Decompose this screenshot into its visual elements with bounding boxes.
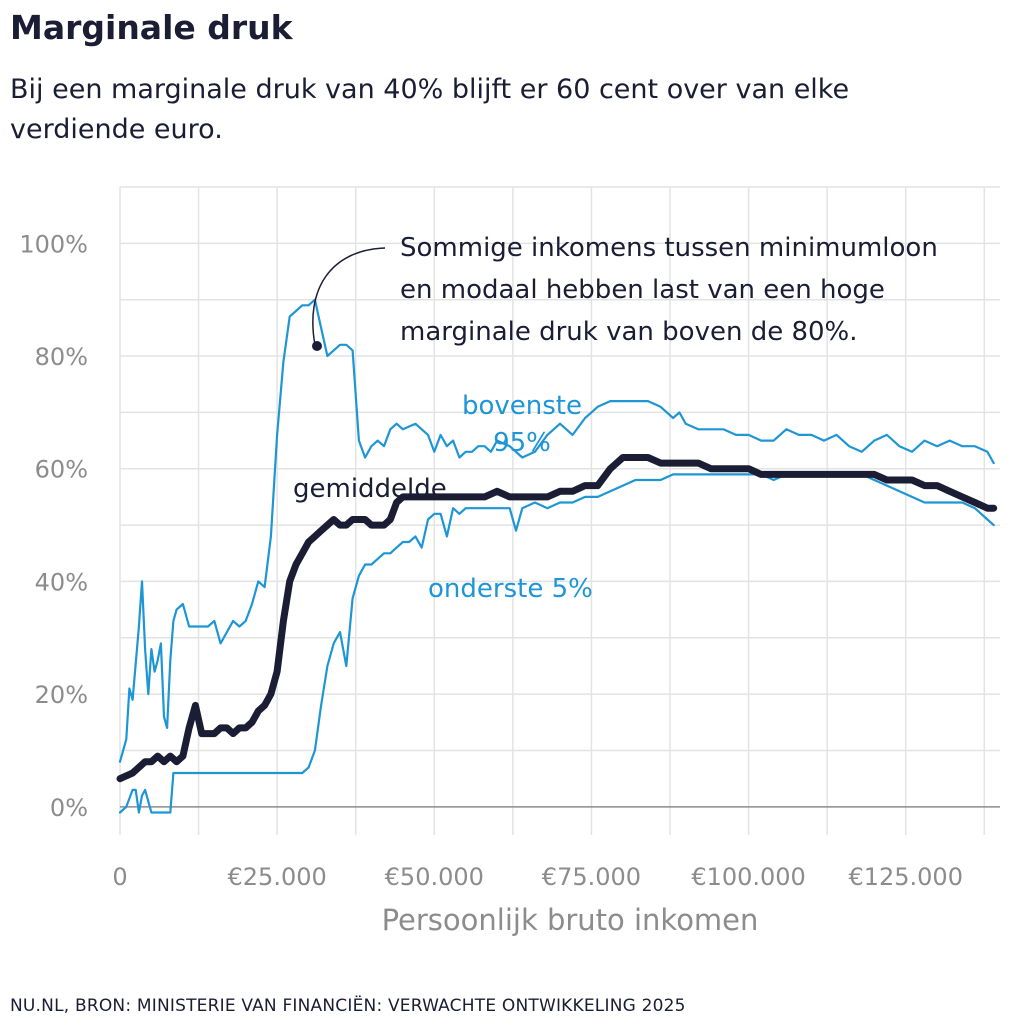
mean-line [116,454,998,783]
gridlines [119,186,1000,835]
upper-95-line [118,298,995,763]
y-tick-label: 20% [35,681,88,709]
y-axis-ticks: 0% 20% 40% 60% 80% 100% [19,230,88,821]
annotation-line-3: marginale druk van boven de 80%. [400,317,858,347]
upper-series-label-line-1: bovenste [462,391,582,421]
annotation-line-2: en modaal hebben last van een hoge [400,275,885,305]
y-tick-label: 60% [35,456,88,484]
lower-series-label: onderste 5% [428,574,593,604]
y-tick-label: 80% [35,343,88,371]
mean-series-label: gemiddelde [293,474,447,504]
y-tick-label: 0% [50,794,88,822]
x-tick-label: €25.000 [228,863,327,891]
source-note: NU.NL, BRON: MINISTERIE VAN FINANCIËN: V… [10,996,686,1016]
x-tick-label: €50.000 [385,863,484,891]
y-tick-label: 100% [19,230,88,258]
annotation-dot [312,341,322,351]
y-tick-label: 40% [35,568,88,596]
x-tick-label: €125.000 [848,863,963,891]
x-tick-label: 0 [112,863,127,891]
x-axis-title: Persoonlijk bruto inkomen [382,903,759,937]
chart-canvas: 0 €25.000 €50.000 €75.000 €100.000 €125.000 0… [19,186,1000,937]
chart-title: Marginale druk [10,8,293,47]
series-lines [116,298,998,814]
annotation: Sommige inkomens tussen minimumloon en m… [312,233,938,351]
annotation-line-1: Sommige inkomens tussen minimumloon [400,233,938,263]
annotation-connector [312,247,386,346]
chart-subtitle: Bij een marginale druk van 40% blijft er… [10,74,850,145]
x-tick-label: €100.000 [691,863,806,891]
x-axis-ticks: 0 €25.000 €50.000 €75.000 €100.000 €125.000 [112,863,963,891]
upper-series-label-line-2: 95% [493,428,551,458]
x-tick-label: €75.000 [542,863,641,891]
